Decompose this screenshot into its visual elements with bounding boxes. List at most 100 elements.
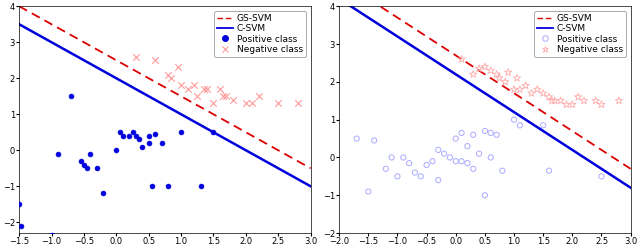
Point <box>173 65 183 69</box>
Point <box>596 174 607 178</box>
Point <box>503 70 513 74</box>
Point <box>527 91 537 95</box>
Point <box>137 145 147 149</box>
Point <box>492 72 502 76</box>
Point <box>410 171 420 175</box>
Point <box>474 152 484 156</box>
Point <box>66 94 76 98</box>
Point <box>556 99 566 103</box>
Point <box>480 193 490 197</box>
Point <box>369 138 380 142</box>
Legend: GS-SVM, C-SVM, Positive class, Negative class: GS-SVM, C-SVM, Positive class, Negative … <box>534 11 626 57</box>
Point <box>150 132 160 136</box>
Point <box>247 102 257 106</box>
Point <box>567 103 577 107</box>
Point <box>532 87 543 91</box>
Point <box>176 130 186 134</box>
Point <box>273 102 284 106</box>
Point <box>157 141 167 145</box>
Point <box>445 155 455 159</box>
Point <box>134 137 144 141</box>
Point <box>547 99 557 103</box>
Point <box>118 134 128 138</box>
Point <box>131 134 141 138</box>
Point <box>480 129 490 133</box>
Point <box>497 169 508 173</box>
Point <box>480 65 490 69</box>
Point <box>176 83 186 87</box>
Point <box>468 133 478 137</box>
Point <box>111 148 122 152</box>
Point <box>99 191 109 195</box>
Point <box>474 67 484 71</box>
Point <box>509 118 519 122</box>
Point <box>515 87 525 91</box>
Point <box>456 57 467 61</box>
Point <box>241 102 251 106</box>
Point <box>221 94 232 98</box>
Point <box>143 141 154 145</box>
Point <box>544 95 554 99</box>
Point <box>16 224 26 228</box>
Point <box>163 73 173 77</box>
Point <box>591 99 601 103</box>
Point <box>115 130 125 134</box>
Point <box>462 144 472 148</box>
Point <box>451 136 461 140</box>
Point <box>147 184 157 188</box>
Point <box>456 131 467 135</box>
Point <box>209 130 219 134</box>
Point <box>538 123 548 127</box>
Point <box>462 161 472 165</box>
Point <box>422 163 432 167</box>
Point <box>451 159 461 163</box>
Point <box>163 184 173 188</box>
Point <box>253 94 264 98</box>
Point <box>198 87 209 91</box>
Point <box>127 130 138 134</box>
Point <box>515 123 525 127</box>
Point <box>492 133 502 137</box>
Point <box>520 84 531 88</box>
Point <box>228 98 238 102</box>
Point <box>596 103 607 107</box>
Point <box>614 99 624 103</box>
Point <box>415 174 426 178</box>
Point <box>189 83 199 87</box>
Point <box>392 174 403 178</box>
Point <box>47 233 57 237</box>
Point <box>387 155 397 159</box>
Point <box>124 134 134 138</box>
Point <box>215 87 225 91</box>
Point <box>439 152 449 156</box>
Point <box>404 161 414 165</box>
Point <box>76 159 86 163</box>
Point <box>486 155 496 159</box>
Point <box>512 76 522 80</box>
Point <box>494 76 504 80</box>
Point <box>509 87 519 91</box>
Point <box>82 166 92 170</box>
Point <box>468 167 478 171</box>
Point <box>202 87 212 91</box>
Point <box>468 72 478 76</box>
Point <box>182 87 193 91</box>
Point <box>550 99 560 103</box>
Point <box>195 184 205 188</box>
Point <box>538 91 548 95</box>
Point <box>150 58 160 62</box>
Point <box>364 189 374 193</box>
Point <box>433 178 444 182</box>
Point <box>14 202 24 206</box>
Point <box>428 159 438 163</box>
Point <box>143 134 154 138</box>
Point <box>192 94 202 98</box>
Point <box>398 155 408 159</box>
Point <box>292 102 303 106</box>
Point <box>561 103 572 107</box>
Point <box>351 136 362 140</box>
Point <box>544 169 554 173</box>
Point <box>433 148 444 152</box>
Point <box>500 80 511 84</box>
Point <box>209 102 219 106</box>
